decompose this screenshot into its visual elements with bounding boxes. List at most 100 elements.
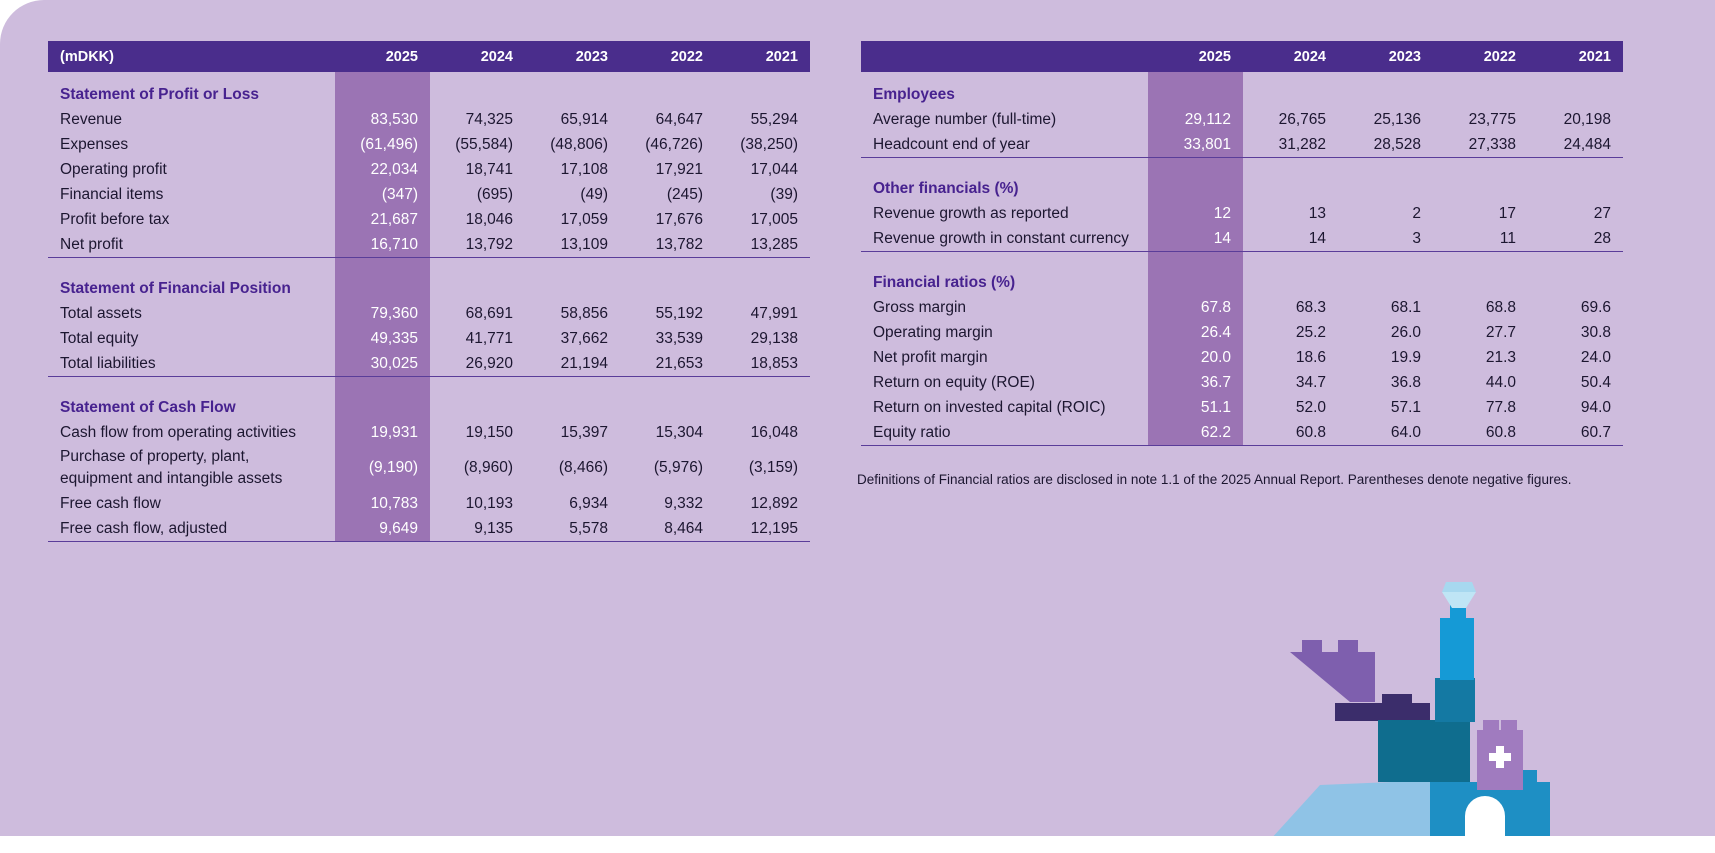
value-cell: 21,653 <box>620 351 715 377</box>
value-cell: 55,192 <box>655 304 703 322</box>
section-header-row: Statement of Cash Flow <box>48 385 810 420</box>
value-cell: 68.8 <box>1485 298 1516 316</box>
gap-cell <box>620 258 715 267</box>
section-header-spacer <box>1528 166 1623 201</box>
value-cell: (55,584) <box>455 135 513 153</box>
value-cell: 77.8 <box>1485 398 1516 416</box>
row-label: Gross margin <box>873 298 967 316</box>
value-cell: 55,294 <box>750 110 798 128</box>
year-header: 2022 <box>620 41 715 72</box>
row-label: Financial items <box>60 185 164 203</box>
building-blocks-icon <box>1273 582 1550 836</box>
value-cell: 10,193 <box>465 494 513 512</box>
value-cell: (347) <box>335 182 430 207</box>
gap-cell <box>1338 252 1433 261</box>
gap-cell <box>430 377 525 386</box>
value-cell: 24.0 <box>1580 348 1611 366</box>
section-title-financial-ratios: Financial ratios (%) <box>873 273 1016 291</box>
value-cell: 36.8 <box>1390 373 1421 391</box>
table-row: Total equity 49,335 41,771 37,662 33,539 29,1… <box>48 326 810 351</box>
year-header: 2024 <box>1243 41 1338 72</box>
value-cell: 15,397 <box>560 423 608 441</box>
value-cell: 26.4 <box>1148 320 1243 345</box>
section-header-spacer <box>430 385 525 420</box>
table-row: Return on equity (ROE) 36.7 34.7 36.8 44.0 50… <box>861 370 1623 395</box>
year-header: 2022 <box>1433 41 1528 72</box>
row-label: Average number (full-time) <box>873 110 1057 128</box>
row-label: Return on invested capital (ROIC) <box>873 398 1106 416</box>
row-label: Revenue <box>60 110 123 128</box>
value-cell: 18.6 <box>1295 348 1326 366</box>
value-cell: 37,662 <box>560 329 608 347</box>
value-cell: 13,285 <box>715 232 810 258</box>
gap-cell <box>525 258 620 267</box>
section-header-row: Financial ratios (%) <box>861 260 1623 295</box>
table-row: Revenue growth as reported 12 13 2 17 27 <box>861 201 1623 226</box>
row-label: Revenue growth in constant currency <box>861 226 1148 252</box>
table-row: Total liabilities 30,025 26,920 21,194 21,65… <box>48 351 810 377</box>
section-header-spacer <box>1528 260 1623 295</box>
value-cell: 30,025 <box>335 351 430 377</box>
section-header-spacer <box>335 72 430 107</box>
section-header-row: Statement of Profit or Loss <box>48 72 810 107</box>
value-cell: 31,282 <box>1243 132 1338 158</box>
row-label: Equity ratio <box>861 420 1148 446</box>
value-cell: 18,741 <box>465 160 513 178</box>
gap-cell <box>861 252 1148 261</box>
value-cell: 2 <box>1412 204 1421 222</box>
table-row: Return on invested capital (ROIC) 51.1 52.… <box>861 395 1623 420</box>
value-cell: (695) <box>476 185 513 203</box>
gap-cell <box>620 377 715 386</box>
gap-cell <box>1148 251 1243 260</box>
value-cell: 58,856 <box>560 304 608 322</box>
value-cell: 11 <box>1433 226 1528 252</box>
row-label: Expenses <box>60 135 129 153</box>
table-row: Net profit 16,710 13,792 13,109 13,782 13,285 <box>48 232 810 258</box>
row-label: Return on equity (ROE) <box>873 373 1035 391</box>
value-cell: 21.3 <box>1485 348 1516 366</box>
row-label: Operating margin <box>873 323 993 341</box>
value-cell: 20.0 <box>1148 345 1243 370</box>
section-title-other-financials: Other financials (%) <box>873 179 1019 197</box>
section-title-statement-of-profit-or-loss: Statement of Profit or Loss <box>60 85 259 103</box>
value-cell: 8,464 <box>620 516 715 542</box>
value-cell: 47,991 <box>750 304 798 322</box>
row-label: Profit before tax <box>60 210 170 228</box>
row-label: Revenue growth as reported <box>873 204 1069 222</box>
row-label: Headcount end of year <box>861 132 1148 158</box>
section-header-spacer <box>335 266 430 301</box>
value-cell: 19.9 <box>1390 348 1421 366</box>
value-cell: 27.7 <box>1485 323 1516 341</box>
value-cell: 19,150 <box>465 423 513 441</box>
value-cell: (61,496) <box>335 132 430 157</box>
value-cell: 68,691 <box>465 304 513 322</box>
value-cell: 52.0 <box>1295 398 1326 416</box>
gap-cell <box>715 377 810 386</box>
year-header: 2025 <box>1148 41 1243 72</box>
row-label: Total assets <box>60 304 142 322</box>
value-cell: 25.2 <box>1295 323 1326 341</box>
row-label: Free cash flow <box>60 494 161 512</box>
value-cell: 15,304 <box>655 423 703 441</box>
value-cell: (38,250) <box>740 135 798 153</box>
value-cell: 57.1 <box>1390 398 1421 416</box>
value-cell: 64.0 <box>1338 420 1433 446</box>
value-cell: 60.8 <box>1433 420 1528 446</box>
value-cell: 36.7 <box>1148 370 1243 395</box>
year-header: 2025 <box>335 41 430 72</box>
value-cell: 67.8 <box>1148 295 1243 320</box>
section-gap <box>861 251 1623 261</box>
section-header-spacer <box>1243 166 1338 201</box>
table-row: Headcount end of year 33,801 31,282 28,528 2… <box>861 132 1623 158</box>
section-gap <box>861 157 1623 166</box>
value-cell: 12,195 <box>715 516 810 542</box>
table-row: Net profit margin 20.0 18.6 19.9 21.3 24.0 <box>861 345 1623 370</box>
year-header: 2024 <box>430 41 525 72</box>
table-row: Expenses (61,496) (55,584) (48,806) (46,726)… <box>48 132 810 157</box>
building-blocks-illustration <box>1273 582 1550 836</box>
table-row: Operating profit 22,034 18,741 17,108 17,921… <box>48 157 810 182</box>
value-cell: 27 <box>1593 204 1611 222</box>
value-cell: 13 <box>1308 204 1326 222</box>
value-cell: 33,801 <box>1148 132 1243 158</box>
